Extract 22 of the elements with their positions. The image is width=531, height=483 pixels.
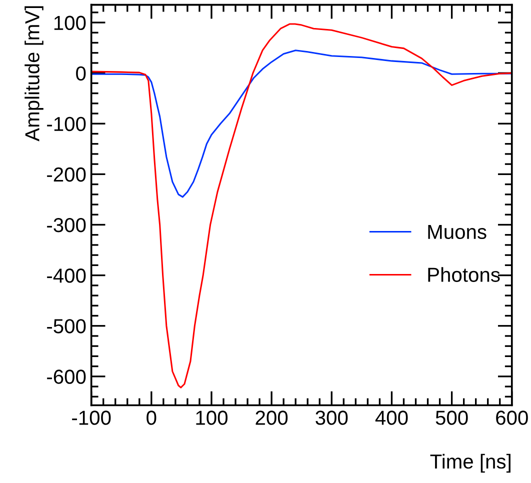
x-axis-title: Time [ns]: [430, 454, 510, 473]
x-tick-label: 600: [496, 410, 528, 425]
x-tick-label: -100: [72, 410, 111, 425]
x-tick-label: 0: [146, 410, 156, 425]
x-tick-label: 100: [196, 410, 228, 425]
y-tick-label: -100: [47, 116, 86, 132]
y-tick-label: -400: [47, 268, 86, 283]
legend-label: Muons: [428, 224, 486, 240]
legend-label: Photons: [428, 267, 500, 282]
line-series: [91, 23, 512, 388]
x-tick-label: 400: [375, 410, 408, 425]
y-tick-label: 0: [76, 66, 86, 81]
x-tick-label: 200: [256, 410, 288, 425]
x-tick-label: 500: [436, 410, 468, 425]
y-axis-title: Amplitude [mV]: [24, 6, 44, 142]
y-tick-label: -600: [47, 370, 86, 384]
y-tick-label: -300: [47, 218, 86, 232]
x-tick-label: 300: [316, 410, 348, 425]
line-series: [91, 50, 512, 198]
y-tick-label: -500: [47, 319, 86, 334]
y-tick-label: -200: [47, 167, 86, 182]
y-tick-label: 100: [54, 16, 86, 30]
